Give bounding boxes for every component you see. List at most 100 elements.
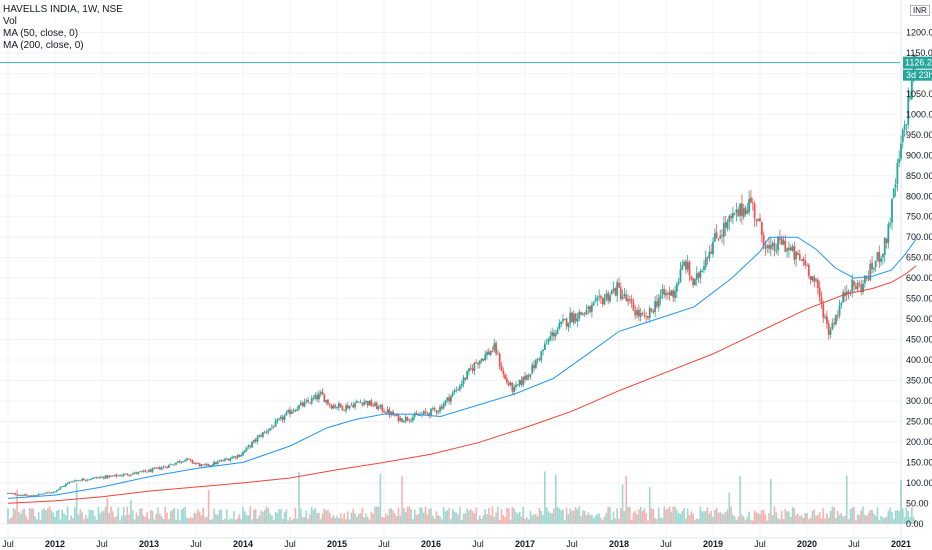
candle-body <box>308 402 311 404</box>
volume-bar <box>789 517 792 524</box>
volume-bar <box>448 508 450 524</box>
candle-body <box>48 492 51 494</box>
candle-body <box>679 269 682 283</box>
candle-body <box>66 482 69 485</box>
volume-bar <box>242 506 244 524</box>
x-tick-label: Jul <box>848 539 860 549</box>
volume-bar <box>164 506 167 524</box>
candle-body <box>352 405 355 408</box>
candle-body <box>169 464 172 466</box>
candle-body <box>327 399 329 404</box>
volume-bar <box>632 512 635 524</box>
volume-bar <box>39 520 42 524</box>
volume-bar <box>479 515 481 524</box>
volume-bar <box>688 515 691 524</box>
candle-body <box>173 464 176 466</box>
candle-body <box>887 224 890 244</box>
volume-bar <box>291 519 293 524</box>
candle-body <box>164 466 167 468</box>
candle-body <box>139 471 141 473</box>
volume-bar <box>504 517 506 524</box>
volume-bar <box>365 513 367 524</box>
volume-bar <box>86 518 89 524</box>
candle-body <box>97 477 100 479</box>
candle-body <box>343 409 346 411</box>
y-tick-label: 1200.00 <box>906 27 932 37</box>
candle-body <box>473 362 476 371</box>
volume-bar <box>451 508 454 524</box>
y-tick-label: 300.00 <box>906 396 932 406</box>
volume-bar <box>900 480 902 524</box>
candle-body <box>471 368 474 371</box>
candle-body <box>511 382 514 392</box>
candle-body <box>589 306 591 313</box>
volume-bar <box>540 510 543 524</box>
volume-bar <box>417 514 420 524</box>
countdown-badge <box>903 69 932 81</box>
candle-body <box>618 283 620 288</box>
candle-body <box>547 339 550 343</box>
volume-bar <box>113 517 116 524</box>
volume-bar <box>131 510 134 524</box>
volume-bar <box>294 507 297 524</box>
volume-bar <box>301 516 304 524</box>
volume-bar <box>379 473 382 524</box>
volume-bar <box>717 512 720 524</box>
candle-body <box>849 292 852 294</box>
volume-bar <box>319 519 322 524</box>
candle-body <box>126 473 129 476</box>
volume-bar <box>231 519 233 524</box>
candle-body <box>79 480 82 482</box>
candle-body <box>233 456 235 458</box>
candle-body <box>773 243 776 251</box>
volume-bar <box>200 515 203 524</box>
x-tick-label: 2017 <box>515 539 535 549</box>
candle-body <box>437 411 440 413</box>
candle-body <box>395 414 398 416</box>
volume-bar <box>811 510 814 524</box>
volume-bar <box>471 511 474 524</box>
candle-body <box>639 312 642 317</box>
volume-bar <box>874 515 877 524</box>
candle-body <box>236 455 239 458</box>
y-tick-label: 150.00 <box>906 457 932 467</box>
candle-body <box>748 199 751 213</box>
candle-body <box>728 215 731 222</box>
volume-bar <box>780 510 783 524</box>
volume-bar <box>225 509 228 524</box>
volume-bar <box>173 507 176 524</box>
volume-bar <box>366 516 369 524</box>
volume-bar <box>894 510 897 524</box>
candle-body <box>480 358 483 361</box>
candle-body <box>86 479 89 481</box>
candle-body <box>140 471 143 473</box>
candle-body <box>628 299 631 301</box>
volume-bar <box>139 508 141 524</box>
currency-badge[interactable]: INR <box>910 5 930 16</box>
volume-bar <box>265 506 268 524</box>
volume-bar <box>902 508 904 524</box>
volume-bar <box>885 516 888 524</box>
volume-bar <box>786 511 788 524</box>
candle-body <box>543 343 546 350</box>
volume-bar <box>117 507 120 524</box>
candle-body <box>52 491 55 493</box>
candle-body <box>741 203 743 217</box>
candle-body <box>880 258 883 262</box>
candle-body <box>39 493 42 495</box>
candle-body <box>54 491 56 493</box>
candle-body <box>209 465 212 467</box>
candle-body <box>576 318 579 322</box>
volume-bar <box>464 513 467 524</box>
candle-body <box>167 464 170 468</box>
volume-bar <box>180 509 183 524</box>
volume-bar <box>795 515 797 524</box>
volume-bar <box>818 512 821 524</box>
countdown-label: 3d 23h <box>906 70 932 80</box>
volume-bar <box>876 507 879 524</box>
candle-body <box>883 237 886 255</box>
candle-body <box>198 463 201 467</box>
candle-body <box>61 486 64 488</box>
